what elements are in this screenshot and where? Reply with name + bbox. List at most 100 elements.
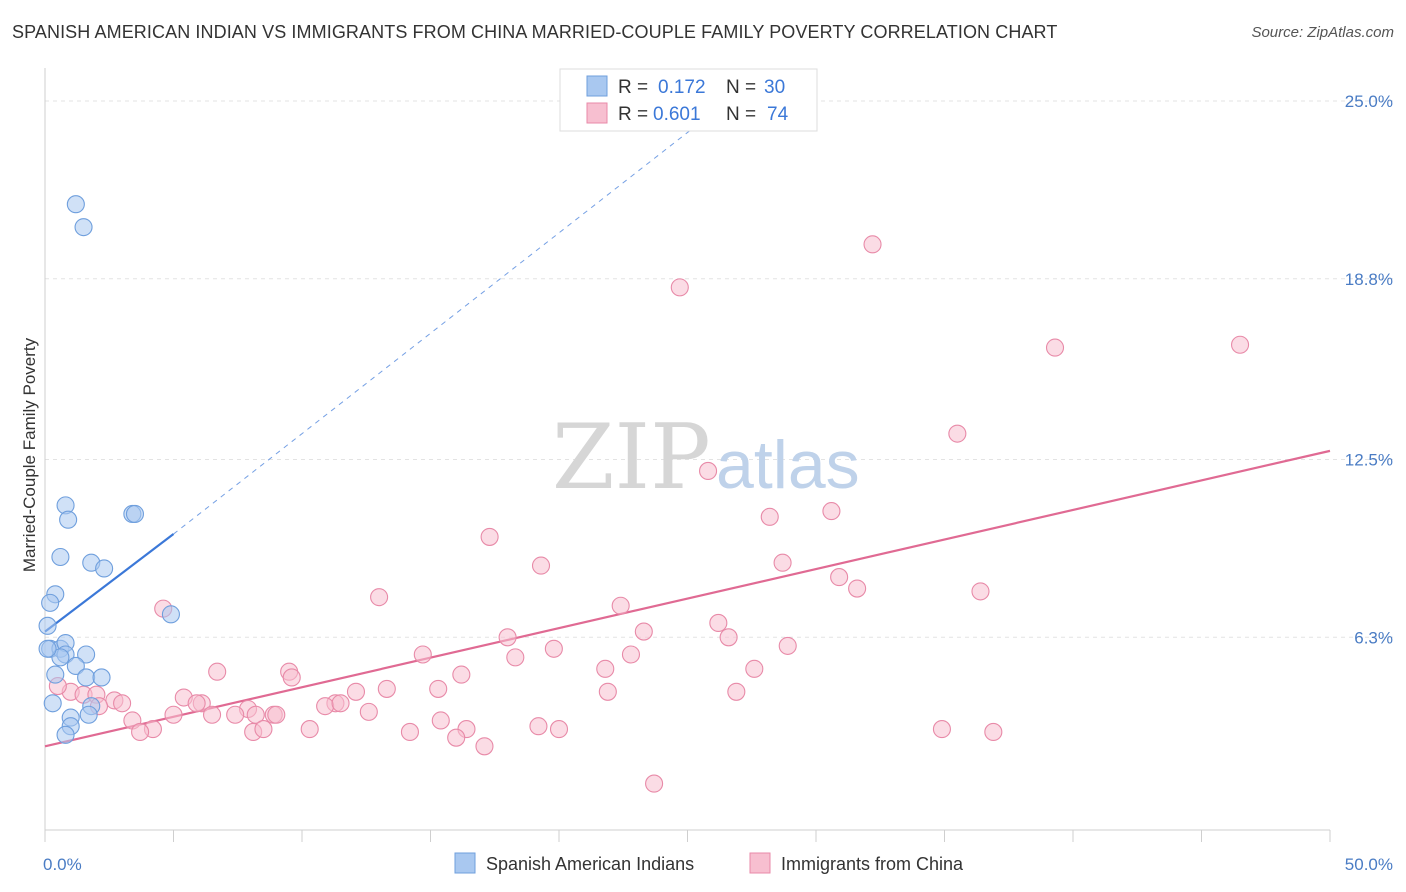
point-immigrants-from-china-28: [208, 662, 227, 681]
point-immigrants-from-china-12: [848, 579, 867, 598]
chart-source: Source: ZipAtlas.com: [1251, 24, 1394, 41]
trend-line-spanish-american-indians: [44, 533, 175, 633]
point-immigrants-from-china-54: [246, 705, 265, 724]
point-spanish-american-indians-19: [66, 656, 85, 676]
point-immigrants-from-china-51: [164, 705, 183, 724]
point-spanish-american-indians-6: [51, 547, 70, 567]
point-spanish-american-indians-12: [38, 616, 57, 635]
point-immigrants-from-china-33: [377, 679, 396, 698]
point-immigrants-from-china-27: [745, 659, 764, 678]
point-immigrants-from-china-45: [331, 694, 350, 713]
point-immigrants-from-china-11: [830, 568, 849, 587]
point-immigrants-from-china-30: [452, 665, 471, 684]
legend-swatch-blue: [586, 75, 608, 97]
point-spanish-american-indians-21: [77, 668, 96, 687]
legend-n-value-2: 74: [767, 104, 789, 125]
point-immigrants-from-china-67: [400, 722, 419, 742]
trend-line-immigrants-from-china: [44, 449, 1331, 748]
point-immigrants-from-china-5: [699, 461, 718, 480]
point-immigrants-from-china-70: [447, 728, 466, 747]
point-immigrants-from-china-36: [727, 682, 746, 701]
point-immigrants-from-china-32: [346, 682, 366, 701]
series-legend-swatch-1: [454, 852, 476, 874]
point-immigrants-from-china-26: [596, 659, 615, 678]
point-immigrants-from-china-19: [634, 622, 653, 641]
point-immigrants-from-china-6: [760, 507, 779, 526]
point-immigrants-from-china-71: [475, 737, 494, 756]
point-immigrants-from-china-25: [506, 648, 525, 667]
point-spanish-american-indians-11: [161, 605, 180, 624]
correlation-legend: R = 0.172 N = 30 R = 0.601 N = 74: [559, 68, 818, 132]
point-spanish-american-indians-25: [79, 705, 98, 724]
point-immigrants-from-china-1: [670, 278, 689, 297]
watermark-atlas: atlas: [716, 427, 860, 503]
point-immigrants-from-china-64: [300, 720, 319, 739]
point-immigrants-from-china-23: [621, 645, 641, 664]
point-immigrants-from-china-22: [544, 639, 563, 658]
legend-n-label-2: N =: [726, 104, 756, 125]
point-immigrants-from-china-2: [1045, 338, 1065, 357]
point-immigrants-from-china-42: [113, 694, 132, 713]
point-immigrants-from-china-24: [413, 645, 432, 664]
point-immigrants-from-china-8: [480, 527, 499, 546]
point-immigrants-from-china-20: [498, 628, 517, 647]
point-immigrants-from-china-53: [226, 705, 245, 724]
point-immigrants-from-china-17: [709, 613, 728, 633]
point-immigrants-from-china-61: [549, 720, 569, 739]
point-immigrants-from-china-3: [1231, 335, 1250, 354]
point-immigrants-from-china-18: [719, 628, 738, 647]
point-immigrants-from-china-46: [359, 702, 378, 721]
point-spanish-american-indians-18: [51, 648, 70, 667]
point-immigrants-from-china-48: [187, 694, 206, 713]
trend-lines: [44, 112, 1331, 748]
chart-title: SPANISH AMERICAN INDIAN VS IMMIGRANTS FR…: [12, 22, 1058, 42]
point-immigrants-from-china-35: [598, 682, 617, 701]
point-immigrants-from-china-34: [429, 679, 448, 698]
watermark: ZIP atlas: [552, 405, 860, 510]
point-spanish-american-indians-5: [125, 504, 144, 524]
point-immigrants-from-china-10: [773, 553, 792, 572]
point-immigrants-from-china-72: [645, 774, 664, 793]
legend-r-label-1: R =: [618, 77, 648, 98]
y-axis-label: Married-Couple Family Poverty: [20, 337, 39, 572]
y-tick-labels: 6.3% 12.5% 18.8% 25.0%: [1345, 92, 1393, 647]
x-tick-label-1: 50.0%: [1345, 855, 1393, 874]
legend-r-value-2: 0.601: [653, 104, 701, 125]
gridlines: [45, 100, 1395, 638]
x-tick-label-0: 0.0%: [43, 855, 82, 874]
y-tick-label-3: 25.0%: [1345, 92, 1393, 111]
series-legend-swatch-2: [749, 852, 771, 874]
point-immigrants-from-china-69: [984, 722, 1003, 742]
point-spanish-american-indians-1: [74, 218, 93, 237]
y-tick-label-0: 6.3%: [1354, 628, 1393, 647]
point-immigrants-from-china-15: [611, 596, 630, 615]
point-immigrants-from-china-44: [316, 697, 335, 716]
point-spanish-american-indians-0: [66, 195, 85, 214]
point-immigrants-from-china-21: [778, 636, 797, 655]
point-immigrants-from-china-14: [370, 588, 389, 607]
series-legend: Spanish American Indians Immigrants from…: [454, 852, 964, 874]
point-immigrants-from-china-31: [282, 668, 301, 687]
point-immigrants-from-china-4: [948, 424, 967, 443]
point-immigrants-from-china-66: [254, 720, 273, 739]
point-immigrants-from-china-0: [863, 235, 882, 254]
trend-line-spanish-american-indians-extension: [173, 112, 714, 535]
point-immigrants-from-china-60: [529, 717, 548, 736]
point-spanish-american-indians-24: [43, 694, 62, 713]
point-spanish-american-indians-22: [92, 668, 111, 687]
legend-r-value-1: 0.172: [658, 77, 706, 98]
series-legend-label-1: Spanish American Indians: [486, 854, 694, 874]
point-spanish-american-indians-29: [38, 639, 57, 658]
point-immigrants-from-china-68: [932, 720, 951, 739]
series-legend-label-2: Immigrants from China: [781, 854, 964, 874]
legend-r-label-2: R =: [618, 104, 648, 125]
point-immigrants-from-china-52: [203, 705, 222, 724]
point-spanish-american-indians-3: [59, 510, 78, 529]
x-tick-labels: 0.0% 50.0%: [43, 855, 1393, 874]
point-immigrants-from-china-9: [531, 556, 551, 575]
legend-swatch-pink: [586, 102, 608, 124]
y-tick-label-2: 18.8%: [1345, 270, 1393, 289]
watermark-zip: ZIP: [552, 405, 711, 510]
point-spanish-american-indians-28: [56, 725, 75, 744]
